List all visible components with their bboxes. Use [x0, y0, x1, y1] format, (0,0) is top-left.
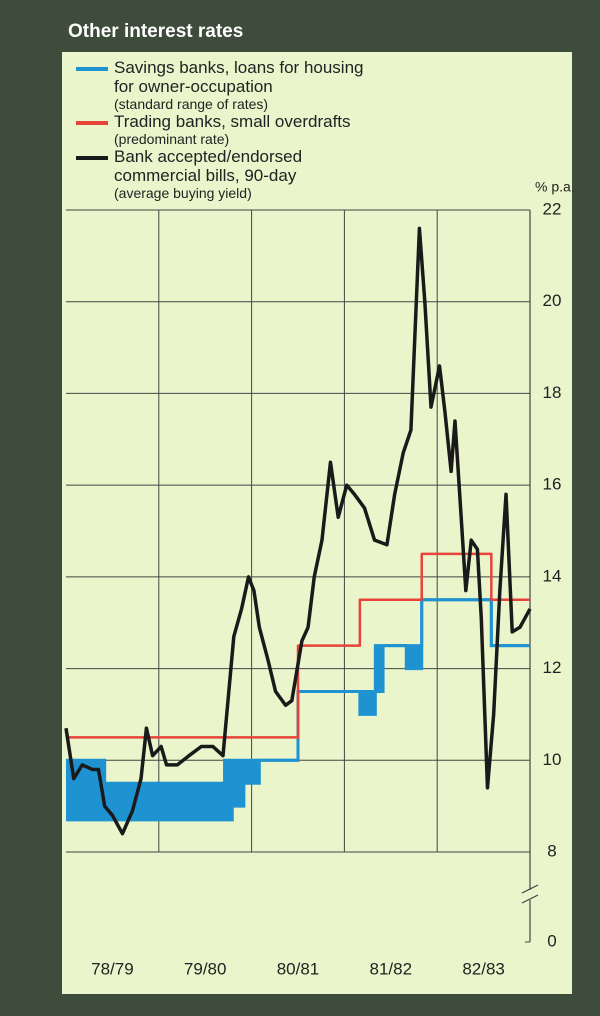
y-tick-label: 16 [543, 475, 562, 494]
legend-label: Savings banks, loans for housing for own… [114, 58, 364, 96]
y-tick-label: 12 [543, 658, 562, 677]
y-tick-label: 14 [543, 566, 562, 585]
range-band [66, 599, 530, 820]
axis-break-gap [526, 890, 534, 900]
legend-label: Bank accepted/endorsed commercial bills,… [114, 147, 303, 185]
legend-item: Savings banks, loans for housing for own… [72, 58, 472, 112]
y-tick-label: 18 [543, 383, 562, 402]
legend-note: (predominant rate) [114, 131, 230, 147]
legend-item: Bank accepted/endorsed commercial bills,… [72, 147, 472, 201]
legend-note: (average buying yield) [114, 185, 252, 201]
legend-swatch [76, 156, 108, 160]
y-tick-label: 8 [547, 841, 556, 860]
y-tick-label: 0 [547, 931, 556, 950]
axis-break [521, 894, 539, 904]
range-low [66, 598, 530, 822]
x-tick-label: 79/80 [184, 959, 227, 978]
legend: Savings banks, loans for housing for own… [72, 58, 472, 201]
y-tick-label: 20 [543, 291, 562, 310]
y-tick-label: 10 [543, 750, 562, 769]
legend-swatch [76, 67, 108, 71]
chart-title: Other interest rates [68, 21, 243, 42]
line [64, 226, 532, 836]
x-tick-label: 81/82 [370, 959, 413, 978]
x-tick-label: 80/81 [277, 959, 320, 978]
legend-swatch [76, 121, 108, 125]
x-tick-label: 82/83 [462, 959, 505, 978]
line [66, 552, 530, 739]
y-tick-label: 22 [543, 199, 562, 218]
axis-break [521, 884, 539, 894]
legend-item: Trading banks, small overdrafts (predomin… [72, 112, 472, 147]
legend-label: Trading banks, small overdrafts [114, 112, 351, 131]
plot-panel [62, 52, 572, 994]
x-tick-label: 78/79 [91, 959, 134, 978]
y-axis-label: % p.a. [535, 179, 575, 195]
legend-note: (standard range of rates) [114, 96, 269, 112]
